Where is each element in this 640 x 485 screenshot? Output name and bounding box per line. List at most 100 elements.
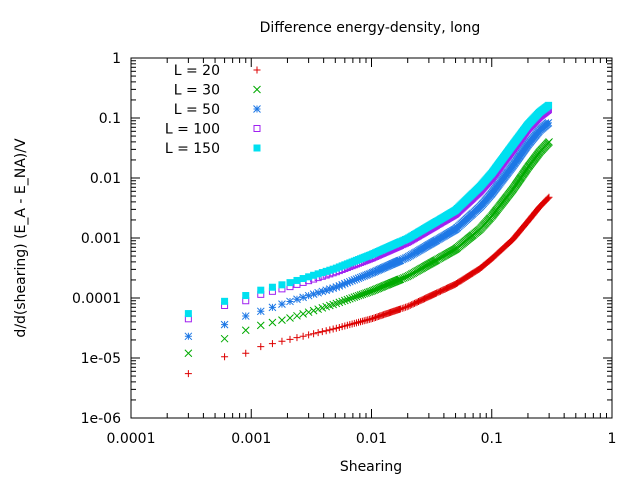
data-point [374, 266, 383, 274]
y-tick-label: 1e-05 [81, 351, 121, 367]
axis-ticks: 0.0001 0.001 0.01 0.1 1 1e-06 1e-05 0.0001 0.001… [72, 51, 616, 447]
data-point [299, 310, 307, 318]
data-point [322, 327, 330, 335]
data-point [374, 284, 383, 293]
legend-marker [253, 125, 261, 132]
data-point [257, 343, 265, 351]
data-point [544, 118, 553, 127]
legend-marker [253, 105, 261, 113]
data-point [348, 294, 356, 302]
data-point [325, 285, 334, 293]
series-l50 [184, 118, 553, 341]
data-point [309, 290, 318, 298]
data-point [314, 329, 322, 337]
y-tick-label: 0.01 [90, 171, 121, 187]
x-axis-label: Shearing [340, 459, 402, 475]
data-point [332, 324, 340, 332]
data-point [360, 272, 369, 280]
data-point [299, 275, 307, 283]
data-point [268, 318, 277, 327]
data-point [370, 268, 378, 276]
data-point [400, 254, 408, 263]
data-point [293, 276, 301, 284]
x-tick-label: 0.01 [356, 431, 387, 447]
data-point [350, 293, 359, 302]
data-point [242, 349, 250, 357]
legend-label: L = 50 [174, 102, 220, 118]
data-point [268, 340, 276, 348]
data-point [184, 349, 193, 358]
data-point [299, 332, 307, 340]
data-point [309, 306, 318, 315]
data-point [368, 268, 377, 277]
data-point [398, 255, 407, 264]
data-point [373, 285, 381, 293]
data-point [345, 277, 354, 286]
data-point [293, 311, 301, 320]
data-point [318, 287, 327, 296]
data-point [318, 269, 326, 277]
data-point [220, 334, 229, 343]
data-point [278, 316, 286, 325]
data-point [256, 307, 265, 316]
data-point [400, 304, 408, 312]
series-l30 [184, 138, 553, 358]
data-point [545, 138, 553, 146]
data-point [345, 294, 354, 303]
legend-label: L = 150 [165, 141, 220, 157]
data-point [369, 314, 377, 322]
data-point [343, 278, 352, 287]
data-series [184, 101, 553, 378]
data-point [329, 325, 337, 333]
data-point [545, 101, 553, 109]
data-point [375, 283, 384, 292]
series-l150 [184, 101, 553, 318]
data-point [241, 326, 250, 335]
x-tick-label: 0.001 [231, 431, 271, 447]
data-point [286, 297, 294, 306]
data-point [305, 273, 313, 281]
legend: L = 20 L = 30 L = 50 L = 100 L = 150 [165, 63, 261, 157]
data-point [343, 295, 352, 304]
data-point [373, 266, 381, 275]
data-point [354, 274, 363, 283]
data-point [184, 310, 192, 318]
data-point [322, 286, 331, 295]
data-point [405, 302, 413, 310]
data-point [340, 279, 349, 288]
y-axis-label: d/d(shearing) (E_A - E_NA)/V [13, 138, 29, 338]
data-point [377, 265, 385, 273]
y-tick-label: 1e-06 [81, 411, 121, 427]
data-point [348, 276, 356, 285]
legend-label: L = 30 [174, 83, 220, 99]
data-point [352, 292, 361, 301]
x-tick-label: 1 [608, 431, 617, 447]
data-point [329, 284, 338, 292]
data-point [268, 283, 276, 291]
data-point [221, 297, 229, 305]
data-point [286, 279, 294, 287]
y-tick-label: 0.001 [81, 231, 121, 247]
x-tick-label: 0.1 [481, 431, 503, 447]
data-point [278, 337, 286, 345]
data-point [299, 293, 307, 302]
plot-frame [130, 57, 613, 419]
data-point [363, 270, 372, 279]
data-point [403, 253, 412, 262]
data-point [310, 330, 318, 338]
data-point [304, 291, 313, 300]
data-point [241, 312, 250, 320]
data-point [221, 353, 229, 361]
y-tick-label: 1 [112, 51, 121, 67]
data-point [338, 297, 346, 306]
data-point [406, 301, 414, 309]
data-point [398, 304, 406, 312]
data-point [356, 273, 365, 282]
data-point [338, 280, 346, 289]
data-point [322, 267, 330, 275]
data-point [335, 281, 344, 290]
data-point [184, 332, 193, 341]
data-point [286, 335, 294, 343]
data-point [242, 292, 250, 300]
